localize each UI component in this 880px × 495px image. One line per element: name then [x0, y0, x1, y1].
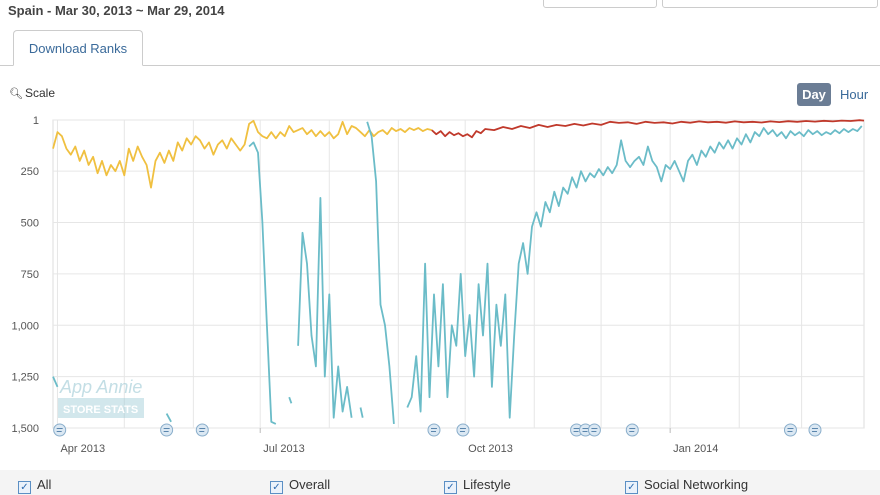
legend-label: Lifestyle — [463, 477, 511, 492]
series-line-social-networking — [406, 125, 863, 419]
y-tick-label: 1,000 — [11, 320, 39, 332]
legend-label: Social Networking — [644, 477, 749, 492]
series-line-social-networking — [288, 396, 293, 404]
watermark-line1: App Annie — [59, 377, 142, 397]
event-marker-icon — [625, 423, 639, 437]
series-line-lifestyle — [52, 119, 433, 189]
event-marker-icon — [587, 423, 601, 437]
event-marker-icon — [195, 423, 209, 437]
x-tick-label: Jan 2014 — [673, 443, 718, 455]
y-tick-label: 1 — [33, 115, 39, 127]
y-tick-label: 1,250 — [11, 372, 39, 384]
page-title: Spain - Mar 30, 2013 ~ Mar 29, 2014 — [8, 3, 225, 18]
event-marker-icon — [53, 423, 67, 437]
hour-button[interactable]: Hour — [840, 87, 869, 102]
y-tick-label: 1,500 — [11, 423, 39, 435]
legend-bar — [0, 470, 880, 495]
series-line-social-networking — [248, 141, 277, 425]
legend-lifestyle[interactable]: ✓ Lifestyle — [444, 475, 511, 495]
rank-chart[interactable]: 1 250 500 750 1,000 1,250 1,500 Apr 2013 Jul 20… — [0, 108, 880, 468]
chart-series — [52, 119, 865, 425]
legend-social-networking[interactable]: ✓ Social Networking — [625, 475, 748, 495]
zoom-icon: 🔍︎ — [9, 88, 23, 100]
y-tick-label: 750 — [21, 269, 39, 281]
event-markers[interactable] — [53, 423, 822, 437]
event-marker-icon — [427, 423, 441, 437]
watermark-line2: STORE STATS — [63, 404, 138, 416]
x-tick-label: Apr 2013 — [60, 443, 105, 455]
checkbox-icon[interactable]: ✓ — [18, 481, 31, 494]
checkbox-icon[interactable]: ✓ — [625, 481, 638, 494]
checkbox-icon[interactable]: ✓ — [270, 481, 283, 494]
legend-label: Overall — [289, 477, 331, 492]
y-axis: 1 250 500 750 1,000 1,250 1,500 — [11, 115, 39, 435]
checkbox-icon[interactable]: ✓ — [444, 481, 457, 494]
x-tick-label: Jul 2013 — [263, 443, 305, 455]
legend-overall[interactable]: ✓ Overall — [270, 475, 330, 495]
event-marker-icon — [808, 423, 822, 437]
series-line-social-networking — [297, 197, 353, 419]
tab-bar — [0, 65, 880, 66]
tab-download-ranks[interactable]: Download Ranks — [13, 30, 143, 66]
scale-label: Scale — [24, 86, 55, 100]
chart-grid — [52, 119, 865, 429]
export-button[interactable] — [543, 0, 657, 8]
watermark: App Annie STORE STATS — [58, 377, 144, 418]
day-button[interactable]: Day — [797, 83, 831, 106]
legend-label: All — [37, 477, 52, 492]
series-line-social-networking — [165, 413, 172, 423]
x-tick-label: Oct 2013 — [468, 443, 513, 455]
event-marker-icon — [456, 423, 470, 437]
event-marker-icon — [783, 423, 797, 437]
legend-all[interactable]: ✓ All — [18, 475, 51, 495]
event-marker-icon — [160, 423, 174, 437]
series-line-social-networking — [52, 376, 59, 388]
y-tick-label: 500 — [21, 218, 39, 230]
series-line-social-networking — [359, 407, 364, 418]
x-axis: Apr 2013 Jul 2013 Oct 2013 Jan 2014 — [56, 428, 718, 455]
scale-toggle[interactable]: 🔍︎ Scale — [9, 86, 55, 100]
date-range-picker[interactable] — [662, 0, 878, 8]
series-line-overall — [431, 119, 865, 139]
y-tick-label: 250 — [21, 166, 39, 178]
series-line-social-networking — [366, 121, 395, 424]
